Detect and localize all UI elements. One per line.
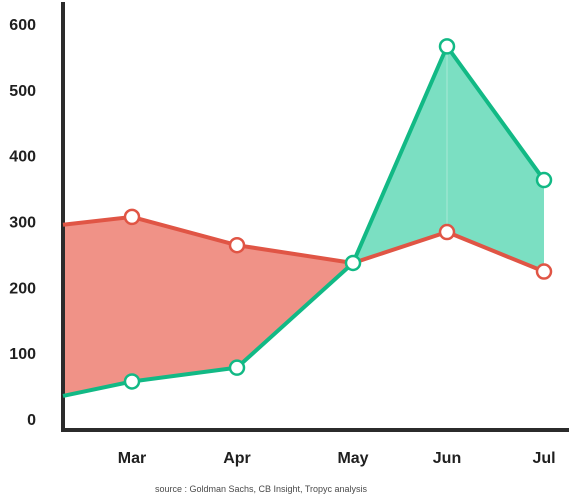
axes xyxy=(61,2,569,432)
red-point xyxy=(535,263,553,280)
red-above-area xyxy=(63,216,353,396)
y-tick-label: 500 xyxy=(9,83,36,100)
y-tick-label: 100 xyxy=(9,346,36,363)
area-fills xyxy=(63,46,544,396)
y-tick-label: 200 xyxy=(9,280,36,297)
x-tick-labels: Mar Apr May Jun Jul xyxy=(118,450,556,467)
red-series-line xyxy=(62,214,545,274)
red-point xyxy=(123,208,141,226)
series-lines xyxy=(62,44,546,398)
green-above-area xyxy=(353,46,544,272)
green-point xyxy=(123,373,141,390)
y-tick-label: 0 xyxy=(27,412,36,429)
x-tick-label: Apr xyxy=(223,450,251,467)
x-tick-label: Mar xyxy=(118,450,146,467)
data-points xyxy=(123,38,553,390)
x-tick-label: Jun xyxy=(433,450,461,467)
green-point xyxy=(228,359,246,376)
y-tick-label: 300 xyxy=(9,215,36,232)
x-tick-label: Jul xyxy=(532,450,555,467)
green-point xyxy=(535,171,553,189)
red-point xyxy=(438,223,456,241)
green-series-line xyxy=(62,44,546,398)
source-note: source : Goldman Sachs, CB Insight, Trop… xyxy=(154,484,368,494)
y-tick-label: 600 xyxy=(9,17,36,34)
x-tick-label: May xyxy=(337,450,368,467)
y-tick-labels: 600 500 400 300 200 100 0 xyxy=(9,17,36,429)
red-point xyxy=(228,236,246,254)
green-point xyxy=(438,38,456,55)
green-point xyxy=(344,254,362,272)
y-tick-label: 400 xyxy=(9,149,36,166)
line-chart: 600 500 400 300 200 100 0 Mar Apr May Jun Jul xyxy=(9,2,569,467)
